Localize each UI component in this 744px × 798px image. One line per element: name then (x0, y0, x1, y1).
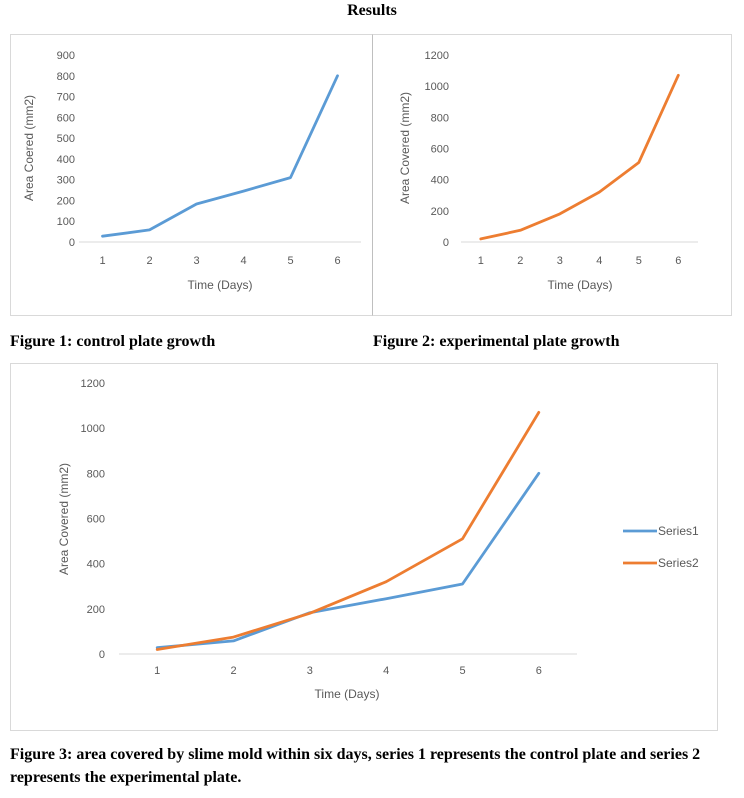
page-title: Results (347, 2, 397, 19)
experimental-plate-chart: 0 200 400 600 800 1000 1200 1 2 3 4 5 6 Time (Days) Ar… (372, 34, 732, 316)
legend-label: Series2 (658, 556, 699, 570)
x-tick-label: 3 (193, 255, 199, 267)
x-tick-label: 1 (99, 255, 105, 267)
y-tick-label: 1200 (81, 378, 105, 390)
x-tick-label: 2 (230, 665, 236, 677)
y-tick-label: 300 (57, 175, 75, 187)
y-axis-label: Area Covered (mm2) (57, 463, 71, 575)
control-plate-chart: 0 100 200 300 400 500 600 700 800 900 1 2 3 4 5 6 Time (… (10, 34, 372, 316)
figure-1-caption: Figure 1: control plate growth (10, 333, 216, 350)
x-axis-label: Time (Days) (188, 278, 253, 292)
y-tick-label: 1000 (425, 81, 449, 93)
x-tick-label: 2 (517, 255, 523, 267)
series-line-1 (101, 74, 339, 238)
y-tick-label: 100 (57, 216, 75, 228)
x-tick-label: 5 (459, 665, 465, 677)
x-tick-label: 4 (240, 255, 246, 267)
x-tick-label: 3 (557, 255, 563, 267)
y-tick-label: 600 (57, 112, 75, 124)
figure-3-caption: Figure 3: area covered by slime mold wit… (10, 746, 701, 786)
x-tick-label: 4 (383, 665, 389, 677)
y-tick-label: 700 (57, 92, 75, 104)
y-tick-label: 600 (431, 144, 449, 156)
x-tick-label: 6 (334, 255, 340, 267)
y-tick-label: 200 (87, 604, 105, 616)
series-line-2 (155, 411, 541, 651)
y-tick-label: 200 (57, 195, 75, 207)
chart-svg: 0 200 400 600 800 1000 1200 1 2 3 4 5 6 Time (Days) Ar… (57, 378, 699, 701)
x-tick-label: 1 (478, 255, 484, 267)
y-tick-label: 800 (57, 71, 75, 83)
x-tick-label: 4 (596, 255, 602, 267)
combined-chart: 0 200 400 600 800 1000 1200 1 2 3 4 5 6 Time (Days) Ar… (10, 363, 718, 731)
y-tick-label: 1000 (81, 423, 105, 435)
y-tick-label: 800 (87, 468, 105, 480)
legend-label: Series1 (658, 524, 699, 538)
figure-2-caption: Figure 2: experimental plate growth (373, 333, 620, 350)
y-tick-label: 800 (431, 112, 449, 124)
chart-svg: 0 200 400 600 800 1000 1200 1 2 3 4 5 6 Time (Days) Ar… (398, 50, 698, 292)
y-tick-label: 400 (87, 559, 105, 571)
y-tick-label: 1200 (425, 50, 449, 62)
y-tick-label: 400 (431, 175, 449, 187)
x-tick-label: 5 (287, 255, 293, 267)
x-tick-label: 5 (636, 255, 642, 267)
y-tick-label: 0 (69, 237, 75, 249)
y-tick-label: 0 (99, 649, 105, 661)
x-tick-label: 2 (146, 255, 152, 267)
y-tick-label: 500 (57, 133, 75, 145)
x-tick-label: 6 (675, 255, 681, 267)
y-tick-label: 0 (443, 237, 449, 249)
x-axis-label: Time (Days) (548, 278, 613, 292)
y-tick-label: 400 (57, 154, 75, 166)
x-tick-label: 3 (307, 665, 313, 677)
x-tick-label: 6 (536, 665, 542, 677)
series-line-1 (479, 73, 680, 241)
x-axis-label: Time (Days) (315, 687, 380, 701)
y-axis-label: Area Coered (mm2) (22, 95, 36, 201)
y-tick-label: 600 (87, 514, 105, 526)
series-line-1 (155, 471, 541, 650)
y-tick-label: 900 (57, 50, 75, 62)
x-tick-label: 1 (154, 665, 160, 677)
chart-svg: 0 100 200 300 400 500 600 700 800 900 1 2 3 4 5 6 Time (… (22, 50, 361, 292)
y-tick-label: 200 (431, 206, 449, 218)
y-axis-label: Area Covered (mm2) (398, 92, 412, 204)
